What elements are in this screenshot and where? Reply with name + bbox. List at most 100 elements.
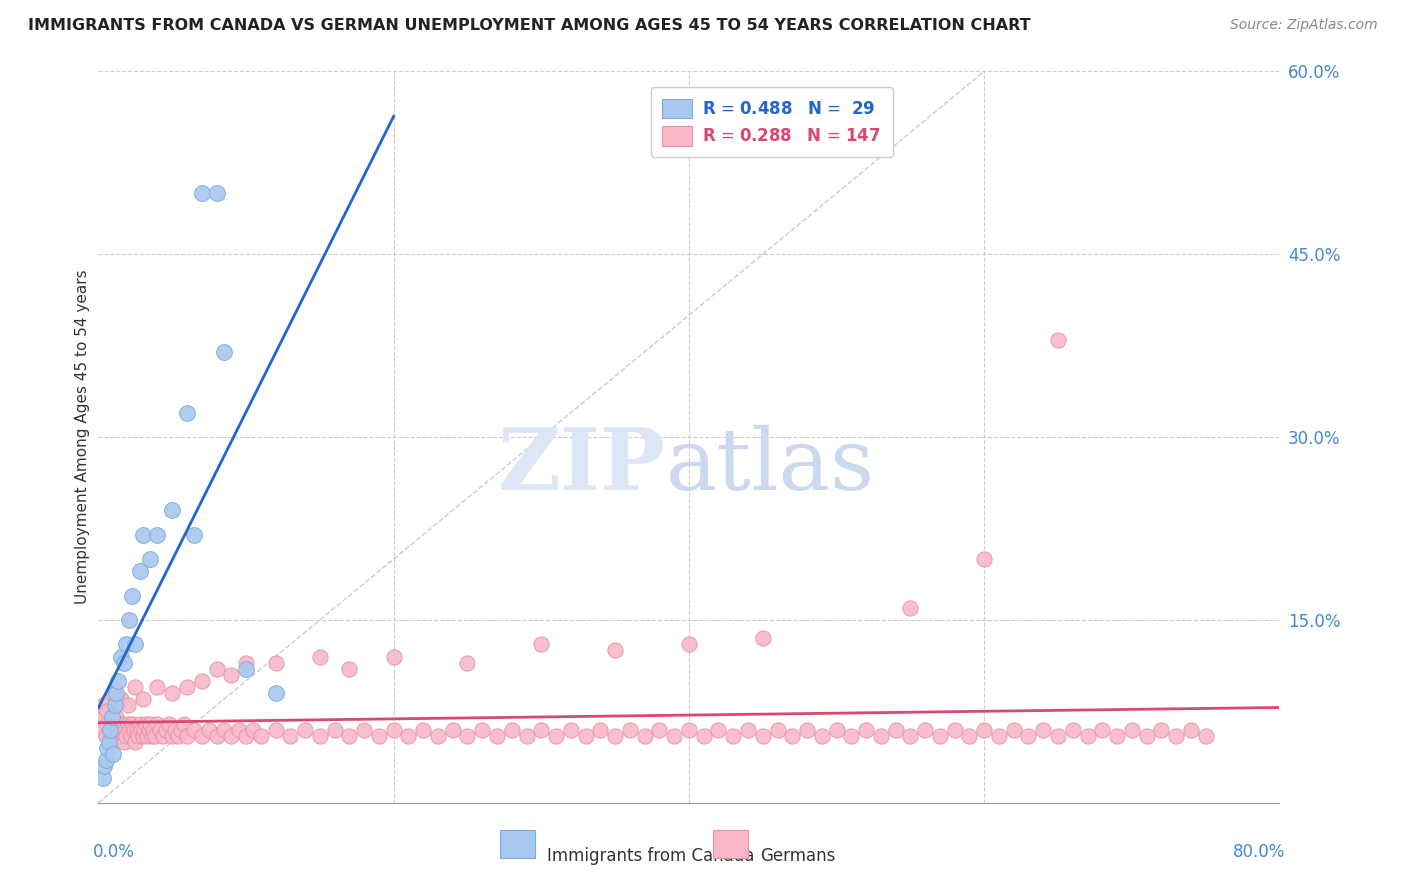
Point <box>93 710 115 724</box>
Point <box>149 723 172 737</box>
Point <box>693 729 716 743</box>
Point <box>441 723 464 737</box>
Point <box>132 729 155 743</box>
Point <box>94 753 117 767</box>
Text: IMMIGRANTS FROM CANADA VS GERMAN UNEMPLOYMENT AMONG AGES 45 TO 54 YEARS CORRELAT: IMMIGRANTS FROM CANADA VS GERMAN UNEMPLO… <box>28 18 1031 33</box>
Point <box>264 656 287 670</box>
Point <box>242 723 264 737</box>
Point <box>870 729 893 743</box>
Point <box>110 723 132 737</box>
Point <box>205 662 228 676</box>
Point <box>176 680 198 694</box>
Point <box>96 705 118 719</box>
Point <box>129 723 152 737</box>
Point <box>323 723 346 737</box>
Point <box>128 716 150 731</box>
Point <box>173 716 195 731</box>
Point <box>135 716 157 731</box>
Point <box>132 692 155 706</box>
Point <box>191 729 214 743</box>
Point <box>884 723 907 737</box>
Point <box>212 344 235 359</box>
Point <box>176 729 198 743</box>
Point <box>810 729 832 743</box>
Point <box>141 729 163 743</box>
Point <box>125 723 148 737</box>
Point <box>103 747 125 761</box>
Point <box>1077 729 1099 743</box>
Point <box>530 723 553 737</box>
Point <box>605 729 627 743</box>
Point <box>121 716 143 731</box>
Point <box>105 686 128 700</box>
Point <box>183 527 205 541</box>
Point <box>143 729 166 743</box>
Point <box>605 643 627 657</box>
Point <box>457 656 479 670</box>
Point <box>122 723 145 737</box>
Point <box>110 692 132 706</box>
Point <box>114 723 136 737</box>
Point <box>752 632 775 646</box>
Point <box>294 723 316 737</box>
Point <box>988 729 1011 743</box>
Point <box>103 716 125 731</box>
Point <box>339 729 361 743</box>
FancyBboxPatch shape <box>501 830 536 858</box>
Point <box>112 735 135 749</box>
Point <box>142 723 165 737</box>
Point <box>1091 723 1114 737</box>
Point <box>560 723 582 737</box>
Point <box>900 600 922 615</box>
Point <box>198 723 221 737</box>
FancyBboxPatch shape <box>713 830 748 858</box>
Point <box>1180 723 1202 737</box>
Point <box>973 723 995 737</box>
Point <box>678 723 700 737</box>
Point <box>124 637 146 651</box>
Point <box>1062 723 1084 737</box>
Point <box>111 716 134 731</box>
Point <box>94 729 117 743</box>
Point <box>707 723 730 737</box>
Point <box>118 613 141 627</box>
Point <box>98 723 121 737</box>
Point <box>1002 723 1025 737</box>
Point <box>105 710 128 724</box>
Text: atlas: atlas <box>665 425 875 508</box>
Point <box>152 729 174 743</box>
Point <box>486 729 509 743</box>
Point <box>146 680 169 694</box>
Point <box>91 772 114 786</box>
Point <box>115 637 138 651</box>
Point <box>973 552 995 566</box>
Point <box>1046 333 1070 347</box>
Point <box>157 716 180 731</box>
Point <box>124 680 146 694</box>
Point <box>943 723 966 737</box>
Point <box>575 729 598 743</box>
Point <box>1195 729 1218 743</box>
Point <box>929 729 952 743</box>
Text: Germans: Germans <box>759 847 835 864</box>
Point <box>118 723 141 737</box>
Point <box>678 637 700 651</box>
Point <box>176 406 198 420</box>
Point <box>1107 729 1129 743</box>
Point <box>96 740 118 755</box>
Point <box>132 527 155 541</box>
Point <box>766 723 789 737</box>
Point <box>471 723 494 737</box>
Point <box>117 698 139 713</box>
Point <box>162 729 183 743</box>
Point <box>530 637 553 651</box>
Point <box>825 723 848 737</box>
Point <box>1046 729 1070 743</box>
Point <box>127 729 149 743</box>
Point <box>501 723 523 737</box>
Point <box>1121 723 1143 737</box>
Point <box>103 686 125 700</box>
Point <box>914 723 936 737</box>
Point <box>108 729 131 743</box>
Point <box>91 723 114 737</box>
